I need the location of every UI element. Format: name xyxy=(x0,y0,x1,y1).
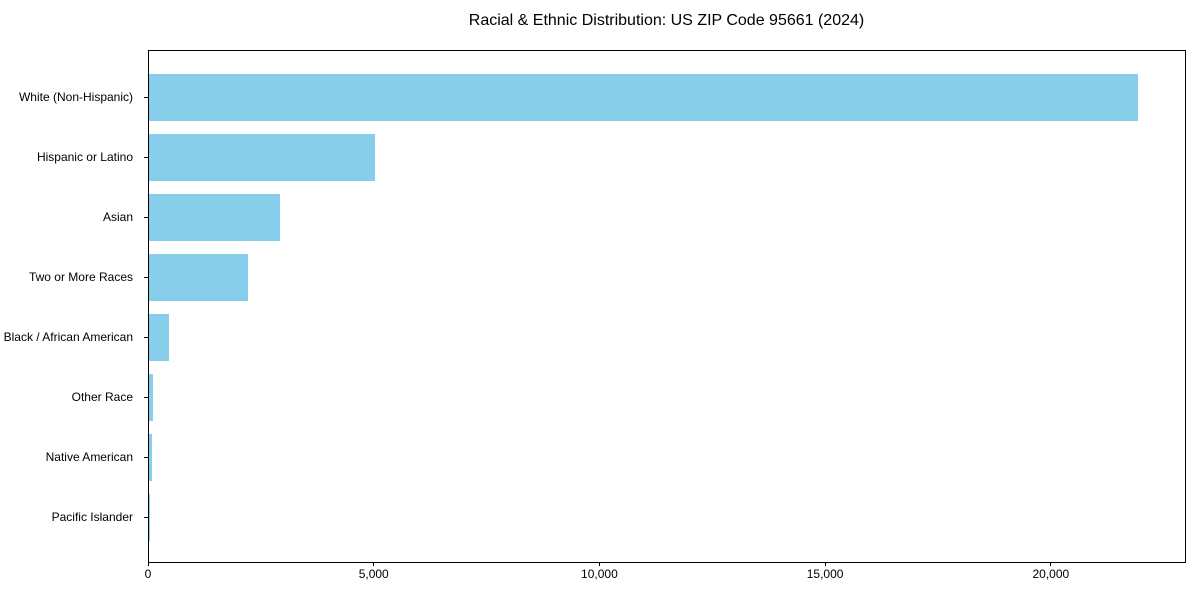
x-tick-mark xyxy=(373,562,375,566)
x-tick-mark xyxy=(598,562,600,566)
y-tick-mark xyxy=(144,336,148,338)
y-tick-mark xyxy=(144,396,148,398)
x-tick-mark xyxy=(824,562,826,566)
x-tick-mark xyxy=(147,562,149,566)
y-tick-label-asian: Asian xyxy=(102,209,133,224)
bar-black-african-american xyxy=(149,314,169,361)
x-tick-label-5-000: 5,000 xyxy=(358,567,389,581)
y-tick-mark xyxy=(144,276,148,278)
x-tick-label-20-000: 20,000 xyxy=(1032,567,1070,581)
y-tick-label-two-or-more-races: Two or More Races xyxy=(28,269,133,284)
y-tick-mark xyxy=(144,516,148,518)
y-tick-mark xyxy=(144,96,148,98)
bar-native-american xyxy=(149,434,152,481)
y-tick-label-white-non-hispanic: White (Non-Hispanic) xyxy=(18,89,133,104)
y-tick-label-other-race: Other Race xyxy=(71,389,133,404)
x-tick-label-0: 0 xyxy=(144,567,152,581)
bar-asian xyxy=(149,194,280,241)
y-tick-label-native-american: Native American xyxy=(45,449,133,464)
x-tick-mark xyxy=(1050,562,1052,566)
y-tick-mark xyxy=(144,216,148,218)
x-tick-label-10-000: 10,000 xyxy=(581,567,618,581)
bar-other-race xyxy=(149,374,154,421)
y-tick-label-hispanic-or-latino: Hispanic or Latino xyxy=(36,149,133,164)
bar-hispanic-or-latino xyxy=(149,134,375,181)
x-tick-label-15-000: 15,000 xyxy=(806,567,844,581)
plot-area xyxy=(148,50,1186,563)
y-tick-label-black-african-american: Black / African American xyxy=(3,329,133,344)
y-tick-mark xyxy=(144,456,148,458)
chart-title: Racial & Ethnic Distribution: US ZIP Cod… xyxy=(468,12,865,29)
y-tick-mark xyxy=(144,156,148,158)
y-tick-label-pacific-islander: Pacific Islander xyxy=(51,509,133,524)
bar-two-or-more-races xyxy=(149,254,249,301)
y-axis-labels: White (Non-Hispanic) Hispanic or Latino As… xyxy=(0,50,141,561)
bar-white-non-hispanic xyxy=(149,74,1138,121)
